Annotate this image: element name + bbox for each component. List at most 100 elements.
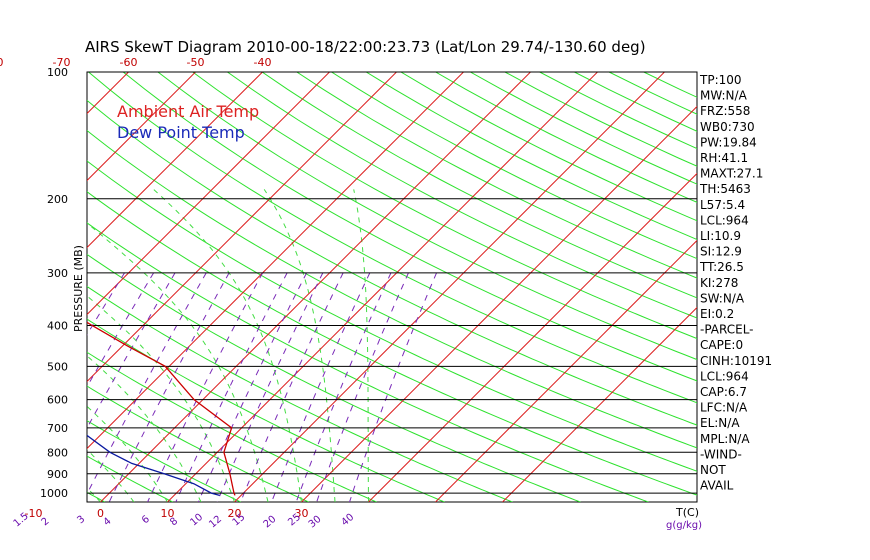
dry-adiabat [87,99,697,426]
index-item: CAP:6.7 [700,385,747,399]
pressure-tick-label: 1000 [40,487,68,500]
isotherm [167,72,598,502]
index-item: NOT [700,463,726,477]
mixing-ratio-line [147,272,264,502]
index-item: WB0:730 [700,120,755,134]
dry-adiabat [192,72,697,340]
mixing-ratio-line [87,272,176,430]
index-item: -PARCEL- [700,323,754,337]
index-item: LI:10.9 [700,229,741,243]
mixing-ratio-line [0,273,19,502]
index-item: TT:26.5 [699,260,744,274]
moist-adiabat [263,189,336,502]
isotherm [234,72,665,502]
isotherm [87,72,263,249]
index-item: LFC:N/A [700,401,748,415]
index-item: -WIND- [700,447,742,461]
pressure-tick-label: 100 [47,66,68,79]
top-temp-tick-label: -80 [0,56,3,69]
isotherm [435,239,697,502]
dry-adiabat [87,455,173,502]
pressure-tick-label: 700 [47,422,68,435]
dewpoint-line [87,434,220,497]
index-item: LCL:964 [700,213,749,227]
index-item: SW:N/A [700,291,745,305]
dry-adiabat [87,129,697,449]
mixing-ratio-label: 6 [140,514,152,527]
chart-title: AIRS SkewT Diagram 2010-00-18/22:00:23.7… [85,38,646,56]
isotherm [87,72,330,316]
dry-adiabat [87,385,309,502]
mixing-ratio-label: 3 [75,514,87,527]
index-item: KI:278 [700,276,738,290]
mixing-ratio-label: 12 [207,514,224,531]
isotherm [301,105,697,502]
dry-adiabat [87,351,377,502]
mixing-ratio-line [87,272,207,495]
moist-adiabat [87,405,168,502]
pressure-tick-label: 900 [47,468,68,481]
dry-adiabat [88,72,697,404]
pressure-tick-label: 800 [47,446,68,459]
pressure-tick-label: 200 [47,193,68,206]
moist-adiabat [87,355,202,502]
top-temp-tick-label: -70 [53,56,71,69]
index-item: MPL:N/A [700,432,750,446]
index-item: MAXT:27.1 [700,167,763,181]
legend-dewpoint: Dew Point Temp [117,123,245,142]
dry-adiabat [87,160,697,472]
mixing-ratio-label: 10 [188,512,205,529]
top-temp-tick-label: -40 [254,56,272,69]
y-axis-label: PRESSURE (MB) [72,245,85,332]
isotherm [502,306,697,502]
legend-ambient: Ambient Air Temp [117,102,259,121]
mixing-ratio-line [295,272,392,502]
mixing-ratio-label: 30 [307,514,324,531]
mixing-ratio-label: 40 [339,512,356,529]
isotherm [87,72,397,383]
pressure-tick-label: 400 [47,320,68,333]
index-item: MW:N/A [700,89,748,103]
dry-adiabat [261,72,697,299]
series-layer [87,321,236,497]
mixing-ratio-label: 2 [40,516,52,529]
mixing-ratio-line [349,272,437,502]
mixing-ratio-label: 8 [168,516,180,529]
dry-adiabat [87,420,241,502]
dry-adiabat [296,72,697,279]
mixing-ratio-line [316,272,409,502]
index-item: CAPE:0 [700,338,743,352]
mixing-ratio-label: 20 [262,514,279,531]
isotherm [368,172,697,502]
temp-tick-label: 20 [228,507,242,520]
temp-tick-label: 10 [161,507,175,520]
index-item: EL:N/A [700,416,740,430]
index-item: CINH:10191 [700,354,772,368]
mixing-ratio-line [197,272,308,502]
index-item: AVAIL [700,479,734,493]
dry-adiabat [87,191,697,496]
moist-adiabat [0,189,34,502]
dry-adiabat [0,72,37,502]
tick-labels: 1002003004005006007008009001000-50-40-30… [0,56,356,531]
top-temp-tick-label: -50 [187,56,205,69]
ambient-temp-line [87,321,236,496]
dry-adiabat [122,72,697,382]
dry-adiabat [331,72,697,260]
mixing-ratio-unit: g(g/kg) [666,520,702,531]
dry-adiabat [157,72,697,361]
isotherm [0,72,62,502]
index-item: EI:0.2 [700,307,734,321]
isotherm [87,72,196,182]
dry-adiabat [87,285,513,502]
index-item: LCL:964 [700,369,749,383]
moist-adiabat [87,222,269,502]
dry-adiabat [227,72,697,319]
mixing-ratio-line [108,272,230,502]
index-item: PW:19.84 [700,135,757,149]
mixing-ratio-line [87,272,155,388]
temp-tick-label: 30 [295,507,309,520]
temp-tick-label: -10 [25,507,43,520]
